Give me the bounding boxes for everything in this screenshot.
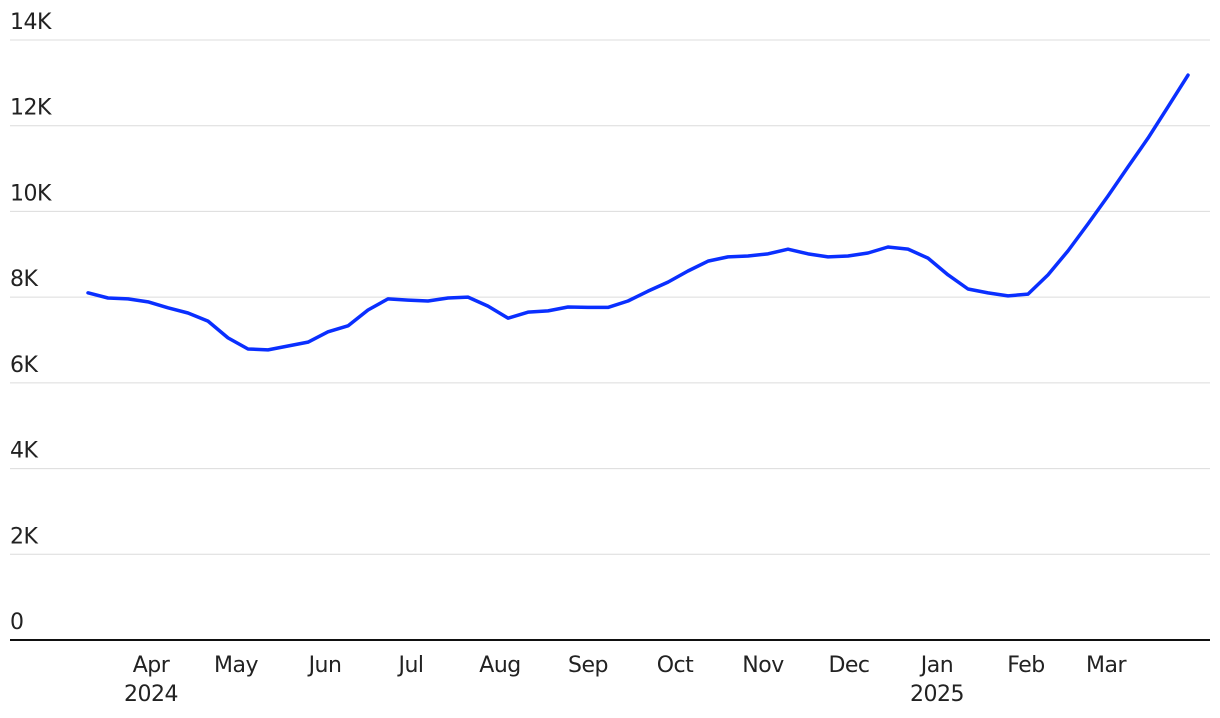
x-tick-label: Aug — [479, 653, 520, 678]
x-tick-label: Dec — [828, 653, 869, 678]
y-tick-label: 10K — [10, 181, 52, 206]
x-tick-label: Feb — [1007, 653, 1044, 678]
x-tick-label: Mar — [1086, 653, 1127, 678]
x-tick-label: Jul — [396, 653, 423, 678]
y-tick-label: 2K — [10, 524, 38, 549]
x-tick-label: Sep — [568, 653, 608, 678]
y-tick-label: 12K — [10, 96, 52, 121]
y-tick-label: 4K — [10, 439, 38, 464]
y-tick-label: 6K — [10, 353, 38, 378]
x-tick-label: Nov — [742, 653, 784, 678]
y-tick-label: 14K — [10, 10, 52, 35]
x-tick-label: Jan 2025 — [910, 653, 964, 707]
data-line — [86, 73, 1190, 352]
x-tick-label: Apr 2024 — [124, 653, 178, 707]
x-tick-label: Jun — [307, 653, 342, 678]
x-tick-label: May — [214, 653, 258, 678]
y-tick-label: 0 — [10, 610, 24, 635]
y-tick-label: 8K — [10, 267, 38, 292]
x-tick-label: Oct — [657, 653, 694, 678]
